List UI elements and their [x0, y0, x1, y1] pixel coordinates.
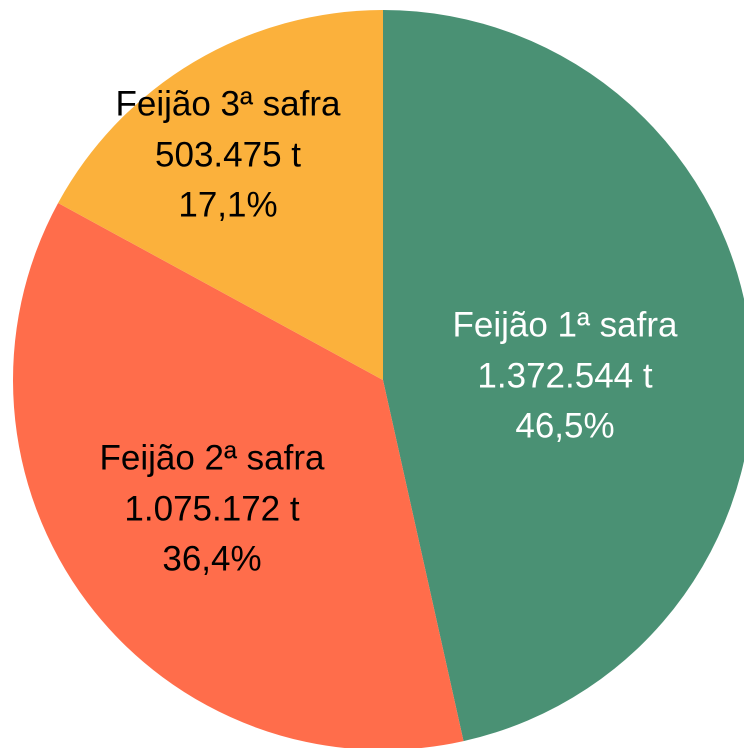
percentage-label: 17,1% [178, 185, 277, 224]
value-label: 1.372.544 t [477, 356, 652, 395]
value-label: 1.075.172 t [124, 489, 299, 528]
percentage-label: 36,4% [162, 539, 261, 578]
pie-slice [383, 10, 744, 742]
pie-slice [13, 202, 464, 748]
percentage-label: 46,5% [515, 406, 614, 445]
pie-slice [58, 10, 384, 380]
slice-label: Feijão 2ª safra [99, 438, 325, 477]
slice-label: Feijão 3ª safra [115, 84, 341, 123]
value-label: 503.475 t [155, 135, 301, 174]
slice-label: Feijão 1ª safra [452, 305, 678, 344]
